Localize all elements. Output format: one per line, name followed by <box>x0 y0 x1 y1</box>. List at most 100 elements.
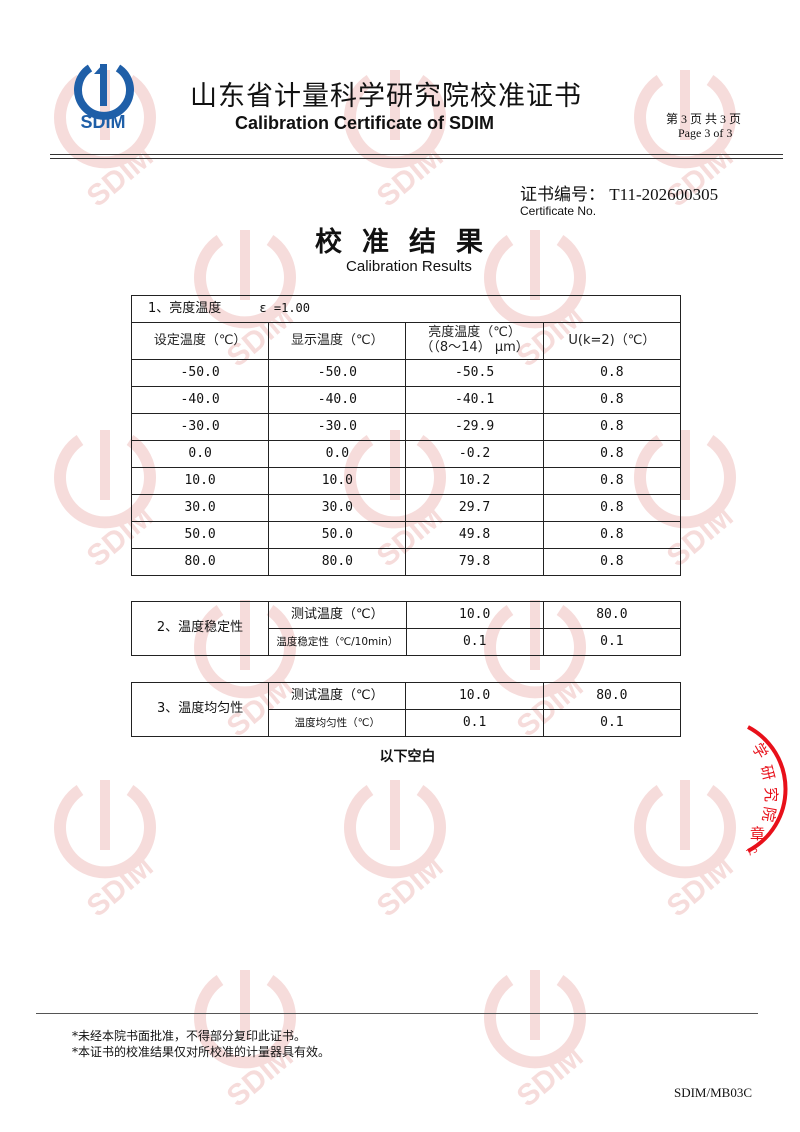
sdim-watermark-icon: SDIM <box>470 960 600 1114</box>
sdim-watermark-icon: SDIM <box>40 770 170 924</box>
page-number-en: Page 3 of 3 <box>678 126 733 140</box>
table-cell: -40.0 <box>268 386 407 414</box>
table-cell: 10.0 <box>130 467 270 495</box>
table-row: 80.0 80.0 79.8 0.8 <box>130 548 682 576</box>
footer-note: *未经本院书面批准，不得部分复印此证书。 <box>72 1029 307 1043</box>
table-cell: 50.0 <box>268 521 407 549</box>
sdim-logo: SDIM <box>74 64 134 132</box>
table-cell: 0.8 <box>542 386 682 414</box>
section-title: 2、温度稳定性 <box>130 601 270 656</box>
sdim-watermark-icon: SDIM <box>330 770 460 924</box>
column-header: 亮度温度（℃） （（8～14） μm） <box>405 322 544 360</box>
svg-text:SDIM: SDIM <box>81 140 160 210</box>
table-cell: 0.8 <box>542 494 682 522</box>
page-number-cn: 第 3 页 共 3 页 <box>666 112 742 126</box>
table-cell: 0.8 <box>542 413 682 441</box>
form-code: SDIM/MB03C <box>673 1085 752 1100</box>
svg-text:研: 研 <box>757 763 778 782</box>
table-cell: 30.0 <box>130 494 270 522</box>
table-cell: 0.8 <box>542 467 682 495</box>
svg-text:究: 究 <box>762 787 780 802</box>
table-row: 10.0 10.0 10.2 0.8 <box>130 467 682 495</box>
official-seal: 学 研 究 院 章 73 <box>745 725 788 859</box>
table-cell: 10.2 <box>405 467 544 495</box>
results-subtitle: Calibration Results <box>346 258 472 275</box>
table-cell: 10.0 <box>405 601 544 629</box>
column-header-line: （（8～14） μm） <box>420 340 529 355</box>
emissivity: ε =1.00 <box>259 300 310 315</box>
table-cell: 80.0 <box>130 548 270 576</box>
row-label: 温度稳定性（℃/10min） <box>268 628 407 656</box>
sdim-watermark-icon: SDIM <box>620 770 750 924</box>
svg-text:SDIM: SDIM <box>511 1040 590 1110</box>
row-label: 测试温度（℃） <box>268 682 407 710</box>
svg-text:SDIM: SDIM <box>81 112 126 132</box>
table-cell: -50.5 <box>405 359 544 387</box>
table-row: -50.0 -50.0 -50.5 0.8 <box>130 359 682 387</box>
blank-below-note: 以下空白 <box>379 749 436 765</box>
table-cell: -30.0 <box>130 413 270 441</box>
table-row: 0.0 0.0 -0.2 0.8 <box>130 440 682 468</box>
row-label: 温度均匀性（℃） <box>268 709 407 737</box>
svg-text:SDIM: SDIM <box>371 850 450 920</box>
column-header-line: 亮度温度（℃） <box>428 325 521 341</box>
table-row: 30.0 30.0 29.7 0.8 <box>130 494 682 522</box>
table-row: 50.0 50.0 49.8 0.8 <box>130 521 682 549</box>
table-cell: 80.0 <box>542 682 682 710</box>
table-cell: 80.0 <box>542 601 682 629</box>
table-cell: 0.8 <box>542 521 682 549</box>
table-cell: 30.0 <box>268 494 407 522</box>
results-title: 校准结果 <box>315 227 503 258</box>
table-cell: -30.0 <box>268 413 407 441</box>
header-rule <box>50 154 783 155</box>
table-cell: 10.0 <box>405 682 544 710</box>
table-cell: 0.8 <box>542 359 682 387</box>
certificate-label-en: Certificate No. <box>520 204 597 218</box>
table-cell: -50.0 <box>268 359 407 387</box>
svg-text:院: 院 <box>759 805 779 823</box>
table-cell: 0.8 <box>542 440 682 468</box>
section-title: 1、亮度温度 ε =1.00 <box>131 295 681 323</box>
svg-text:章: 章 <box>750 825 765 843</box>
footer-note: *本证书的校准结果仅对所校准的计量器具有效。 <box>72 1045 331 1059</box>
table-cell: -29.9 <box>405 413 544 441</box>
svg-text:SDIM: SDIM <box>661 850 740 920</box>
table-row: -30.0 -30.0 -29.9 0.8 <box>130 413 682 441</box>
table-cell: 0.1 <box>405 709 544 737</box>
svg-text:SDIM: SDIM <box>371 140 450 210</box>
stability-table: 2、温度稳定性 测试温度（℃） 10.0 80.0 温度稳定性（℃/10min）… <box>130 601 682 656</box>
table-cell: 79.8 <box>405 548 544 576</box>
svg-text:SDIM: SDIM <box>81 850 160 920</box>
svg-text:73: 73 <box>745 845 760 859</box>
column-header: 显示温度（℃） <box>268 322 407 360</box>
table-cell: -40.0 <box>130 386 270 414</box>
table-cell: 0.0 <box>268 440 407 468</box>
footer-rule <box>36 1013 758 1014</box>
title-cn: 山东省计量科学研究院校准证书 <box>190 81 582 112</box>
table-cell: 0.1 <box>542 628 682 656</box>
table-cell: 0.0 <box>130 440 270 468</box>
row-label: 测试温度（℃） <box>268 601 407 629</box>
column-header: U(k=2)（℃） <box>542 322 682 360</box>
uniformity-table: 3、温度均匀性 测试温度（℃） 10.0 80.0 温度均匀性（℃） 0.1 0… <box>130 682 682 737</box>
table-cell: 10.0 <box>268 467 407 495</box>
certificate-value: T11-202600305 <box>609 185 719 204</box>
table-cell: 49.8 <box>405 521 544 549</box>
section-title: 3、温度均匀性 <box>130 682 270 737</box>
header-rule-2 <box>50 158 783 159</box>
table-cell: 0.8 <box>542 548 682 576</box>
table-row: -40.0 -40.0 -40.1 0.8 <box>130 386 682 414</box>
certificate-number: 证书编号： T11-202600305 <box>520 180 718 205</box>
table-cell: 0.1 <box>542 709 682 737</box>
column-header: 设定温度（℃） <box>130 322 270 360</box>
table-cell: 80.0 <box>268 548 407 576</box>
table-cell: 29.7 <box>405 494 544 522</box>
table-cell: -50.0 <box>130 359 270 387</box>
table-cell: -0.2 <box>405 440 544 468</box>
certificate-label: 证书编号： <box>520 185 605 204</box>
table-cell: -40.1 <box>405 386 544 414</box>
title-en: Calibration Certificate of SDIM <box>235 113 495 133</box>
table-cell: 0.1 <box>405 628 544 656</box>
brightness-temperature-table: 1、亮度温度 ε =1.00 设定温度（℃） 显示温度（℃） 亮度温度（℃） （（… <box>130 295 682 576</box>
section1-title: 1、亮度温度 <box>148 300 222 316</box>
